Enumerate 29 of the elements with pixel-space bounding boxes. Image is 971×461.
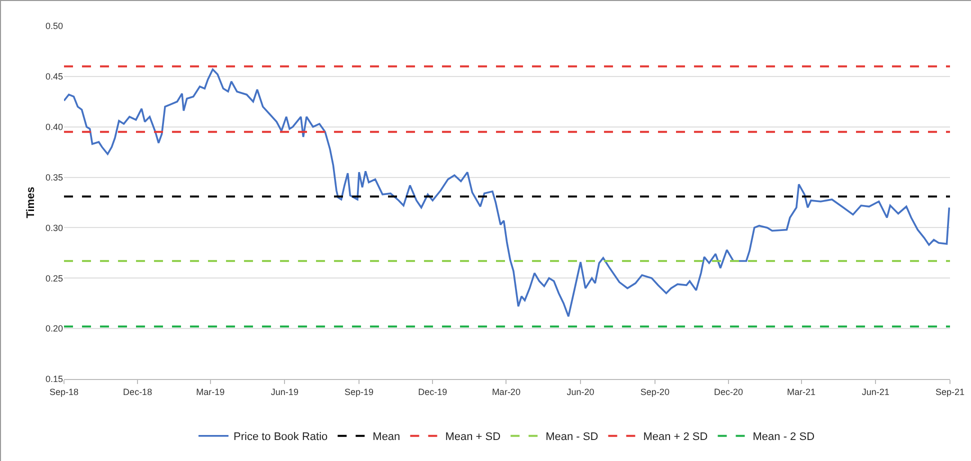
x-tick-label: Mar-21 <box>787 386 816 397</box>
x-tick-label: Jun-21 <box>862 386 890 397</box>
y-tick-label: 0.35 <box>45 172 63 182</box>
x-tick-label: Sep-20 <box>640 386 670 397</box>
x-tick-label: Sep-19 <box>344 386 374 397</box>
line-series <box>64 68 950 318</box>
legend-label: Mean - 2 SD <box>752 431 815 444</box>
x-tick-label: Sep-21 <box>935 386 965 397</box>
legend-label: Price to Book Ratio <box>234 431 328 444</box>
y-tick-label: 0.40 <box>45 122 63 132</box>
legend-label: Mean + 2 SD <box>643 431 708 444</box>
x-tick-label: Dec-20 <box>714 386 744 397</box>
y-tick-label: 0.20 <box>45 324 63 334</box>
y-tick-label: 0.30 <box>45 222 63 233</box>
x-tick-label: Jun-19 <box>270 386 298 397</box>
y-tick-label: 0.50 <box>45 21 63 32</box>
x-tick-label: Mar-19 <box>196 386 225 397</box>
y-tick-label: 0.15 <box>45 374 63 384</box>
y-tick-label: 0.25 <box>45 273 63 284</box>
x-tick-label: Dec-19 <box>418 386 448 397</box>
legend-label: Mean + SD <box>445 431 501 444</box>
x-tick-label: Jun-20 <box>566 386 594 397</box>
legend-label: Mean - SD <box>546 431 598 444</box>
x-tick-label: Sep-18 <box>49 386 79 397</box>
x-tick-label: Dec-18 <box>123 386 152 397</box>
y-axis-title: Times <box>25 186 38 218</box>
x-tick-label: Mar-20 <box>492 386 520 397</box>
legend-label: Mean <box>372 431 400 444</box>
y-tick-label: 0.45 <box>45 72 63 82</box>
